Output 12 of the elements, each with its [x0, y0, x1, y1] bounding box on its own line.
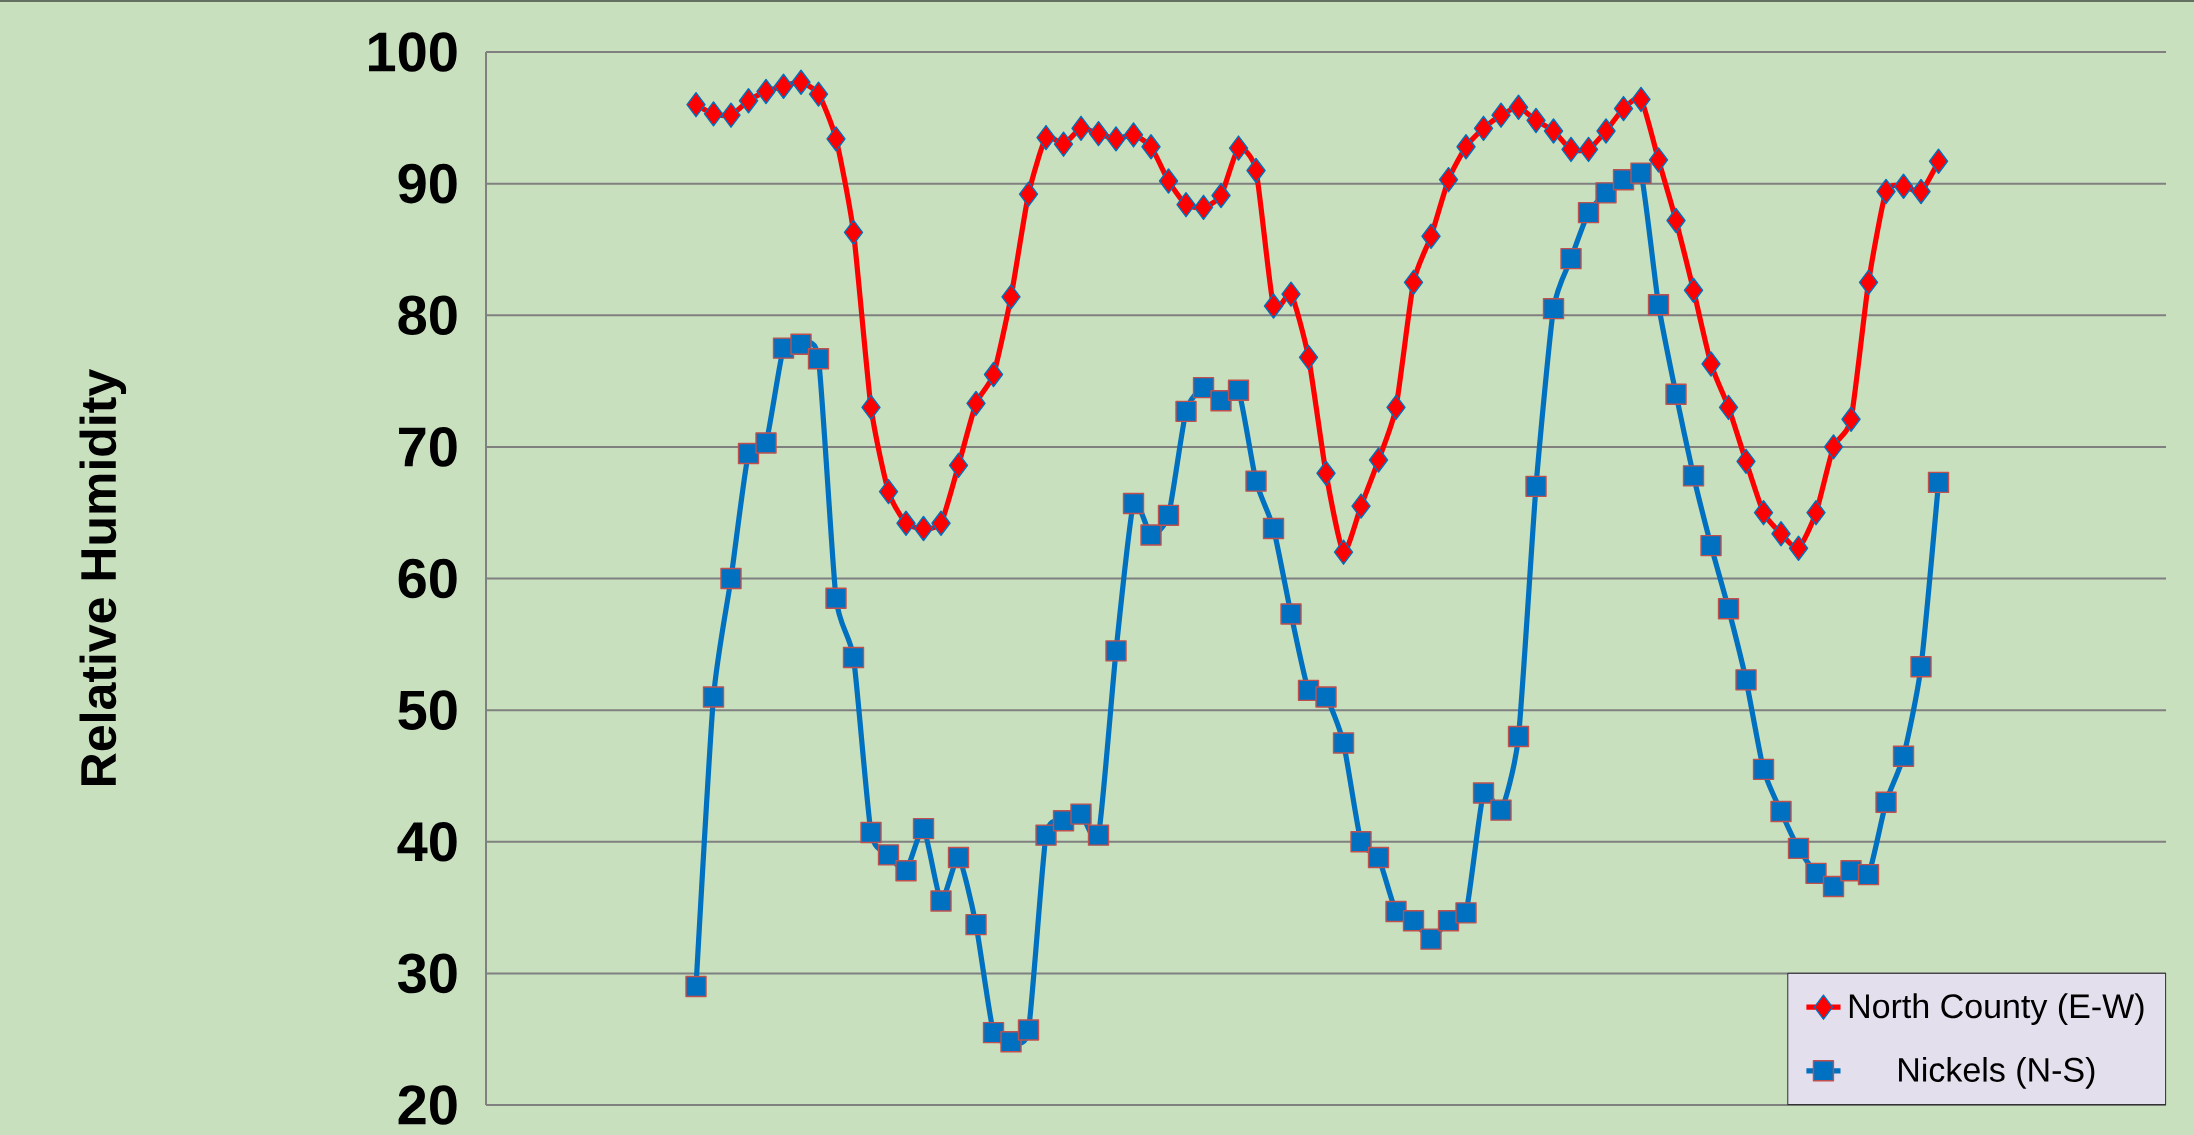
- y-tick-label: 50: [398, 690, 457, 730]
- legend-label: North County (E-W): [1849, 993, 2144, 1026]
- y-tick-label: 30: [397, 953, 457, 994]
- y-tick-label: 80: [398, 295, 457, 336]
- y-tick-label: 90: [398, 163, 457, 204]
- legend-label: Nickels (N-S): [1899, 1056, 2095, 1089]
- y-tick-label: 40: [397, 821, 457, 862]
- y-tick-label: 60: [398, 558, 457, 599]
- y-tick-label: 70: [399, 427, 457, 467]
- y-tick-label: 20: [398, 1085, 457, 1125]
- y-tick-label: 100: [369, 32, 457, 72]
- y-axis-title: Relative Humidity: [79, 369, 127, 785]
